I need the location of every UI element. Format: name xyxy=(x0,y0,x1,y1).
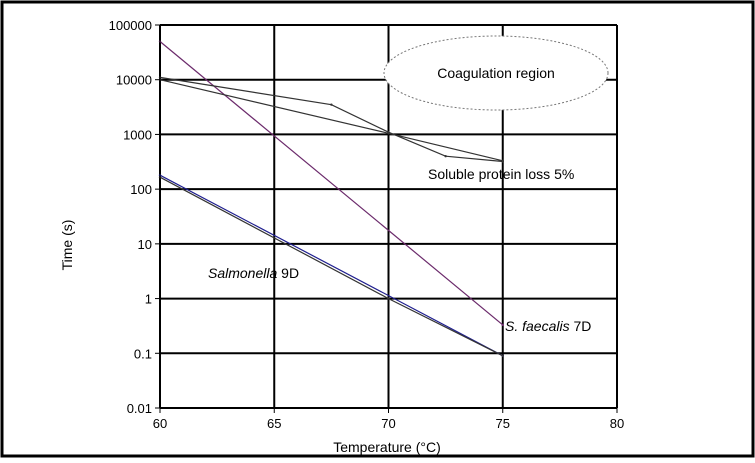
series-1-point xyxy=(501,323,504,327)
y-tick-label: 1 xyxy=(145,292,152,307)
annotation-s-faecalis: S. faecalis 7D xyxy=(505,318,591,334)
series-5-point xyxy=(501,354,504,357)
y-tick-label: 100 xyxy=(130,182,152,197)
x-tick-label: 70 xyxy=(381,416,395,431)
series-2-point xyxy=(444,155,447,158)
y-tick-label: 100000 xyxy=(109,18,152,33)
y-tick-label: 1000 xyxy=(123,127,152,142)
annotation-salmonella: Salmonella 9D xyxy=(208,265,299,281)
x-tick-label: 60 xyxy=(153,416,167,431)
annotation-soluble-protein-loss: Soluble protein loss 5% xyxy=(428,166,574,182)
x-tick-label: 75 xyxy=(496,416,510,431)
series-5-point xyxy=(387,297,390,300)
x-axis-title: Temperature (°C) xyxy=(333,439,441,455)
series-3-point xyxy=(387,132,390,135)
series-line-4 xyxy=(159,174,504,357)
y-tick-label: 0.01 xyxy=(127,401,152,416)
series-layer xyxy=(158,40,504,357)
x-tick-label: 80 xyxy=(610,416,624,431)
x-tick-label: 65 xyxy=(267,416,281,431)
y-tick-label: 0.1 xyxy=(134,346,152,361)
axes: 0.01 0.1 1 10 100 1000 10000 100000 60 65 70 75 80 xyxy=(109,18,625,431)
annotation-coagulation-region: Coagulation region xyxy=(437,65,555,81)
y-axis-title: Time (s) xyxy=(59,220,75,271)
coagulation-region-ellipse xyxy=(383,35,609,111)
series-2-point xyxy=(330,103,333,106)
y-tick-label: 10000 xyxy=(116,73,152,88)
series-line-1 xyxy=(159,41,504,326)
y-tick-label: 10 xyxy=(138,237,152,252)
series-3-point xyxy=(501,159,504,162)
